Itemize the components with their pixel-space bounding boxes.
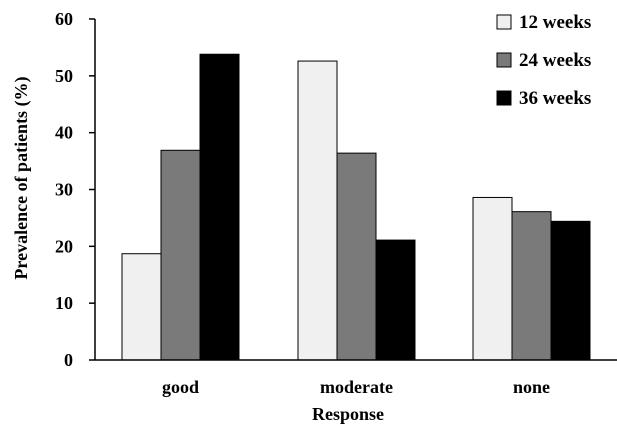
y-axis-title: Prevalence of patients (%) (11, 76, 32, 279)
legend-swatch (496, 52, 512, 68)
bar-none-24-weeks (511, 211, 552, 361)
legend: 12 weeks 24 weeks 36 weeks (496, 12, 591, 109)
bar-good-24-weeks (160, 149, 201, 361)
y-ticks-group: 0 10 20 30 40 50 60 (55, 9, 95, 370)
y-tick-label: 50 (55, 66, 73, 86)
y-tick-label: 20 (55, 236, 73, 256)
y-tick-label: 60 (55, 9, 73, 29)
y-tick-label: 30 (55, 180, 73, 200)
y-tick-label: 40 (55, 123, 73, 143)
legend-label: 24 weeks (519, 50, 591, 71)
legend-swatch (496, 90, 512, 106)
y-tick-label: 10 (55, 293, 73, 313)
x-axis-title: Response (312, 404, 384, 424)
x-categories-group: good moderate none (162, 377, 550, 397)
legend-label: 12 weeks (519, 12, 591, 33)
bar-none-12-weeks (472, 196, 513, 361)
legend-swatch (496, 14, 512, 30)
bar-none-36-weeks (550, 220, 591, 361)
bar-good-12-weeks (121, 253, 162, 361)
x-category-label: good (162, 377, 199, 397)
bar-moderate-24-weeks (336, 152, 377, 361)
bar-good-36-weeks (199, 53, 240, 361)
bar-moderate-36-weeks (375, 239, 416, 361)
bar-moderate-12-weeks (297, 60, 338, 361)
y-tick-label: 0 (64, 350, 73, 370)
legend-label: 36 weeks (519, 88, 591, 109)
x-category-label: none (513, 377, 550, 397)
x-category-label: moderate (320, 377, 393, 397)
bars-group (121, 53, 591, 361)
